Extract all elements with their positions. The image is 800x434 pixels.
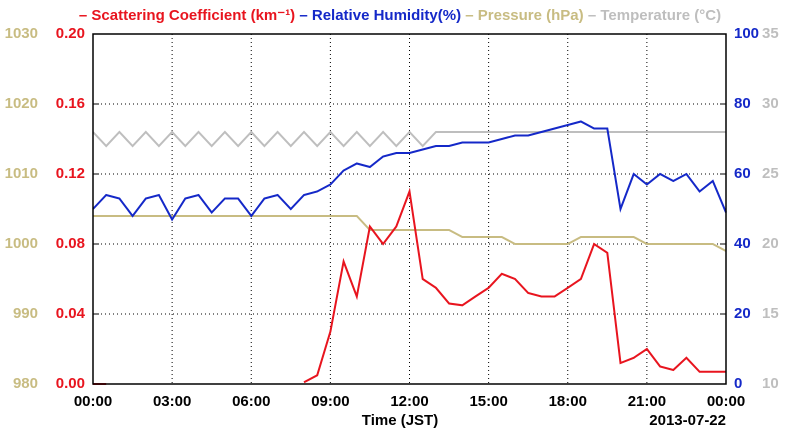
y4-tick-label: 35 (762, 25, 779, 42)
series-line (93, 215, 727, 252)
y2-tick-label: 60 (734, 165, 751, 182)
x-tick-label: 21:00 (628, 393, 666, 410)
y2-tick-label: 0 (734, 375, 742, 392)
y4-tick-label: 10 (762, 375, 779, 392)
legend-marker: – (584, 7, 601, 24)
x-tick-label: 15:00 (469, 393, 507, 410)
y2-tick-label: 20 (734, 305, 751, 322)
y2-tick-label: 100 (734, 25, 759, 42)
y3-tick-label: 1030 (5, 25, 38, 42)
legend-label: Temperature (°C) (600, 7, 721, 24)
legend-label: Scattering Coefficient (km⁻¹) (91, 7, 295, 24)
y4-tick-label: 25 (762, 165, 779, 182)
y2-tick-label: 40 (734, 235, 751, 252)
plot-frame (92, 33, 727, 385)
legend-label: Pressure (hPa) (478, 7, 584, 24)
y4-tick-label: 15 (762, 305, 779, 322)
y3-tick-label: 1000 (5, 235, 38, 252)
x-tick-label: 03:00 (153, 393, 191, 410)
x-axis-label: Time (JST) (362, 412, 438, 429)
y3-tick-label: 1020 (5, 95, 38, 112)
y2-tick-label: 80 (734, 95, 751, 112)
x-tick-label: 12:00 (390, 393, 428, 410)
y-tick-label: 0.08 (56, 235, 85, 252)
legend-label: Relative Humidity(%) (312, 7, 461, 24)
legend-marker: – (461, 7, 478, 24)
x-tick-label: 00:00 (707, 393, 745, 410)
y3-tick-label: 990 (13, 305, 38, 322)
y4-tick-label: 30 (762, 95, 779, 112)
y-tick-label: 0.12 (56, 165, 85, 182)
series-line (92, 120, 727, 222)
date-label: 2013-07-22 (649, 412, 726, 429)
y3-tick-label: 1010 (5, 165, 38, 182)
x-tick-label: 00:00 (74, 393, 112, 410)
x-tick-label: 18:00 (549, 393, 587, 410)
y4-tick-label: 20 (762, 235, 779, 252)
legend: – Scattering Coefficient (km⁻¹) – Relati… (79, 7, 721, 24)
legend-marker: – (295, 7, 312, 24)
y3-tick-label: 980 (13, 375, 38, 392)
x-tick-label: 06:00 (232, 393, 270, 410)
y-tick-label: 0.20 (56, 25, 85, 42)
series-line (92, 130, 726, 148)
x-tick-label: 09:00 (311, 393, 349, 410)
y-tick-label: 0.00 (56, 375, 85, 392)
y-tick-label: 0.16 (56, 95, 85, 112)
legend-marker: – (79, 7, 92, 24)
y-tick-label: 0.04 (56, 305, 86, 322)
